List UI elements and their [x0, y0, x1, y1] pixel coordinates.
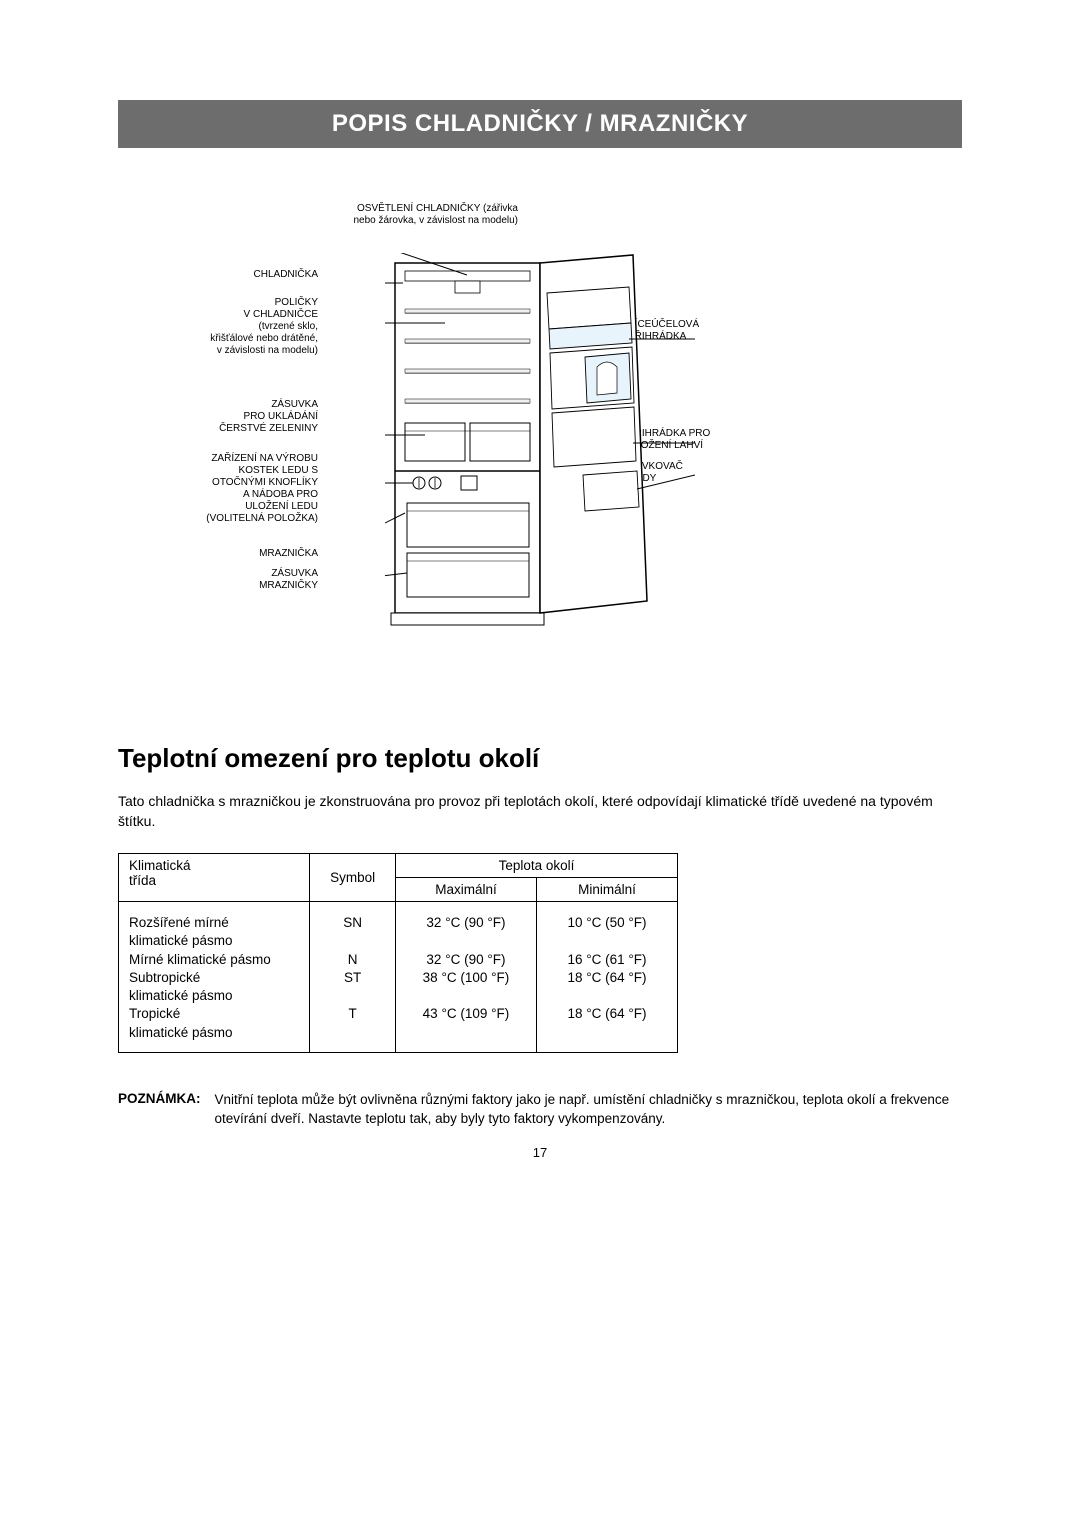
label-shelves: POLIČKY V CHLADNIČCE (tvrzené sklo, křiš…: [158, 297, 318, 357]
page-number: 17: [118, 1145, 962, 1160]
label-light: OSVĚTLENÍ CHLADNIČKY (zářivka nebo žárov…: [298, 203, 518, 227]
note-text: Vnitřní teplota může být ovlivněna různý…: [215, 1091, 963, 1129]
td-class-col: Rozšířené mírné klimatické pásmo Mírné k…: [119, 902, 310, 1053]
climate-class-table: Klimatická třída Symbol Teplota okolí Ma…: [118, 853, 678, 1053]
td-symbol-col: SN N ST T: [310, 902, 396, 1053]
label-freezer: MRAZNIČKA: [178, 548, 318, 560]
td-max-col: 32 °C (90 °F) 32 °C (90 °F) 38 °C (100 °…: [395, 902, 536, 1053]
th-ambient: Teplota okolí: [395, 854, 677, 878]
th-class: Klimatická třída: [119, 854, 310, 902]
fridge-svg: [385, 253, 695, 633]
intro-paragraph: Tato chladnička s mrazničkou je zkonstru…: [118, 792, 962, 831]
label-crisper: ZÁSUVKA PRO UKLÁDÁNÍ ČERSTVÉ ZELENINY: [178, 399, 318, 435]
label-fridge: CHLADNIČKA: [178, 269, 318, 281]
page-title: POPIS CHLADNIČKY / MRAZNIČKY: [332, 110, 748, 137]
note-label: POZNÁMKA:: [118, 1091, 201, 1129]
td-min-col: 10 °C (50 °F) 16 °C (61 °F) 18 °C (64 °F…: [536, 902, 677, 1053]
th-max: Maximální: [395, 878, 536, 902]
fridge-diagram: OSVĚTLENÍ CHLADNIČKY (zářivka nebo žárov…: [118, 203, 962, 663]
label-icemaker: ZAŘÍZENÍ NA VÝROBU KOSTEK LEDU S OTOČNÝM…: [168, 453, 318, 525]
note-block: POZNÁMKA: Vnitřní teplota může být ovliv…: [118, 1091, 962, 1129]
label-freezer-drawer: ZÁSUVKA MRAZNIČKY: [178, 568, 318, 592]
th-symbol: Symbol: [310, 854, 396, 902]
th-min: Minimální: [536, 878, 677, 902]
section-heading: Teplotní omezení pro teplotu okolí: [118, 743, 962, 774]
page-title-bar: POPIS CHLADNIČKY / MRAZNIČKY: [118, 100, 962, 148]
